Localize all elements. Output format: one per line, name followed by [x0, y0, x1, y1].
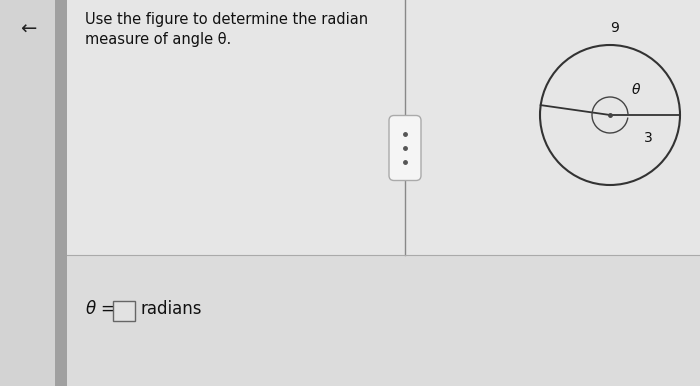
Text: ←: ← — [20, 20, 36, 39]
Text: radians: radians — [141, 300, 202, 318]
Text: 3: 3 — [644, 131, 653, 145]
Text: $\theta$ =: $\theta$ = — [85, 300, 115, 318]
Bar — [113, 301, 135, 321]
Text: Use the figure to determine the radian
measure of angle θ.: Use the figure to determine the radian m… — [85, 12, 368, 47]
Bar — [55, 0, 67, 386]
Bar — [55, 255, 700, 386]
Text: 9: 9 — [610, 21, 620, 35]
FancyBboxPatch shape — [389, 115, 421, 181]
Bar — [55, 0, 700, 255]
Text: θ: θ — [632, 83, 640, 97]
